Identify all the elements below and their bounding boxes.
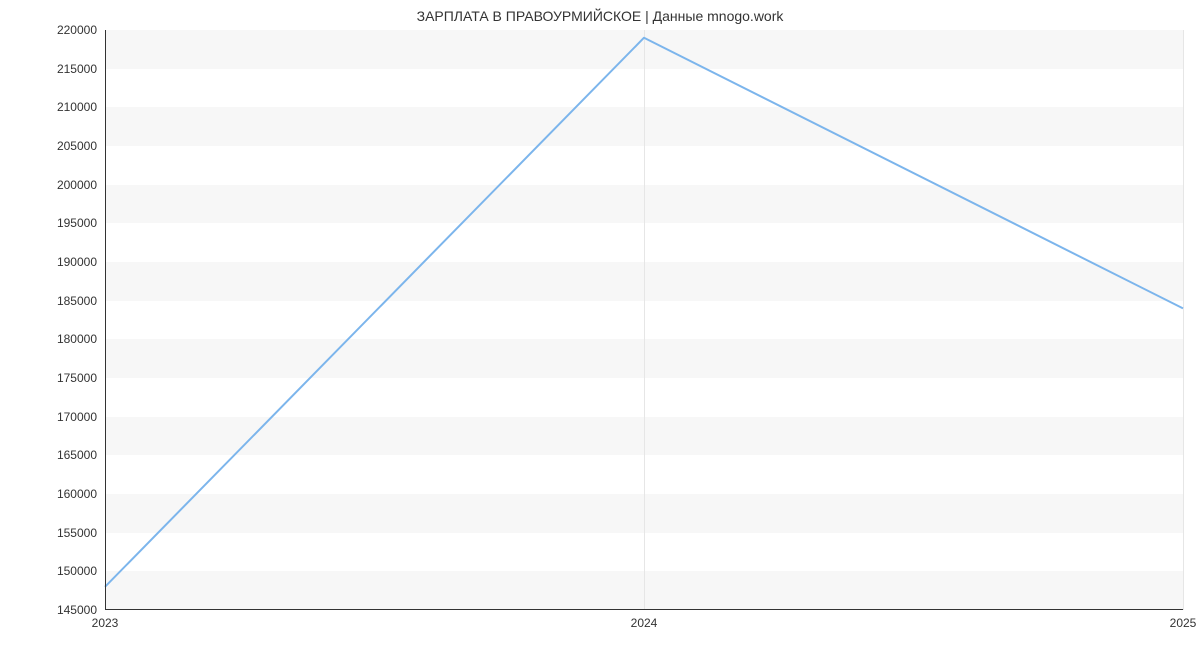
y-tick-label: 210000 — [57, 100, 97, 114]
y-tick-label: 165000 — [57, 448, 97, 462]
y-axis-line — [105, 30, 106, 610]
plot-area: 1450001500001550001600001650001700001750… — [105, 30, 1183, 610]
y-tick-label: 190000 — [57, 255, 97, 269]
y-tick-label: 175000 — [57, 371, 97, 385]
y-tick-label: 185000 — [57, 294, 97, 308]
y-tick-label: 150000 — [57, 564, 97, 578]
y-tick-label: 200000 — [57, 178, 97, 192]
y-tick-label: 220000 — [57, 23, 97, 37]
x-tick-label: 2024 — [631, 616, 658, 630]
x-axis-line — [105, 609, 1183, 610]
y-tick-label: 170000 — [57, 410, 97, 424]
salary-line-chart: ЗАРПЛАТА В ПРАВОУРМИЙСКОЕ | Данные mnogo… — [0, 0, 1200, 650]
y-tick-label: 180000 — [57, 332, 97, 346]
x-tick-label: 2025 — [1170, 616, 1197, 630]
y-tick-label: 160000 — [57, 487, 97, 501]
chart-title: ЗАРПЛАТА В ПРАВОУРМИЙСКОЕ | Данные mnogo… — [0, 8, 1200, 24]
y-tick-label: 205000 — [57, 139, 97, 153]
y-tick-label: 155000 — [57, 526, 97, 540]
series-layer — [105, 30, 1183, 610]
y-tick-label: 145000 — [57, 603, 97, 617]
series-line-salary — [105, 38, 1183, 587]
y-tick-label: 215000 — [57, 62, 97, 76]
x-gridline — [1183, 30, 1184, 610]
x-tick-label: 2023 — [92, 616, 119, 630]
y-tick-label: 195000 — [57, 216, 97, 230]
